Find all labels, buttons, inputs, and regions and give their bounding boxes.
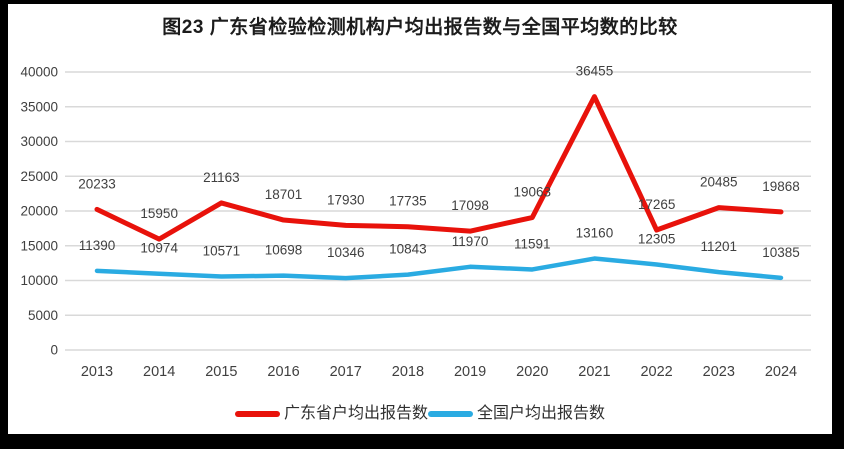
data-label: 18701 [265, 187, 303, 202]
y-tick-label: 15000 [20, 238, 58, 253]
series-line-national [94, 256, 784, 281]
legend-swatch-guangdong [234, 411, 280, 417]
data-label: 19063 [513, 185, 551, 200]
data-label: 10974 [140, 241, 178, 256]
chart-canvas: 图23 广东省检验检测机构户均出报告数与全国平均数的比较 0 5000 10000 1… [8, 4, 832, 434]
data-label: 17930 [327, 192, 365, 207]
chart-title: 图23 广东省检验检测机构户均出报告数与全国平均数的比较 [162, 17, 678, 38]
legend: 广东省户均出报告数 全国户均出报告数 [8, 406, 832, 422]
data-label: 10571 [203, 244, 241, 259]
series-line-guangdong [94, 94, 784, 242]
legend-item-national: 全国户均出报告数 [428, 406, 605, 422]
plot-area: 0 5000 10000 15000 20000 25000 30000 35000 40000… [20, 64, 811, 380]
x-tick-label: 2015 [205, 364, 237, 380]
legend-swatch-national [428, 411, 473, 417]
data-label: 17098 [451, 198, 489, 213]
y-tick-label: 40000 [20, 65, 58, 80]
data-label: 20233 [78, 176, 116, 191]
data-label: 10346 [327, 245, 365, 260]
y-tick-label: 30000 [20, 134, 58, 149]
x-tick-label: 2019 [454, 364, 486, 380]
data-label: 15950 [140, 206, 178, 221]
x-tick-label: 2021 [578, 364, 610, 380]
data-label: 17265 [638, 197, 676, 212]
data-label: 13160 [576, 226, 614, 241]
x-tick-label: 2024 [765, 364, 797, 380]
x-tick-label: 2014 [143, 364, 175, 380]
y-tick-label: 25000 [20, 169, 58, 184]
data-label: 11390 [79, 238, 116, 253]
y-tick-label: 0 [50, 343, 58, 358]
data-label: 17735 [389, 194, 427, 209]
data-label: 11591 [514, 236, 551, 251]
data-label: 10385 [762, 245, 800, 260]
data-label: 12305 [638, 231, 676, 246]
legend-label-guangdong: 广东省户均出报告数 [283, 405, 428, 422]
data-label: 21163 [203, 170, 240, 185]
x-tick-label: 2016 [267, 364, 299, 380]
y-tick-label: 10000 [20, 273, 58, 288]
data-label: 36455 [576, 64, 614, 79]
x-tick-label: 2018 [392, 364, 424, 380]
x-tick-label: 2020 [516, 364, 548, 380]
data-label: 10843 [389, 242, 427, 257]
x-tick-label: 2022 [640, 364, 672, 380]
data-label: 10698 [265, 243, 303, 258]
data-label: 20485 [700, 175, 738, 190]
y-tick-label: 35000 [20, 99, 58, 114]
y-tick-label: 20000 [20, 204, 58, 219]
data-label: 11201 [701, 239, 738, 254]
y-tick-label: 5000 [28, 308, 58, 323]
legend-item-guangdong: 广东省户均出报告数 [234, 405, 428, 422]
x-tick-label: 2017 [330, 364, 362, 380]
data-label: 19868 [762, 179, 800, 194]
x-tick-label: 2023 [703, 364, 735, 380]
data-label: 11970 [452, 234, 489, 249]
x-tick-label: 2013 [81, 364, 113, 380]
legend-label-national: 全国户均出报告数 [477, 405, 606, 422]
